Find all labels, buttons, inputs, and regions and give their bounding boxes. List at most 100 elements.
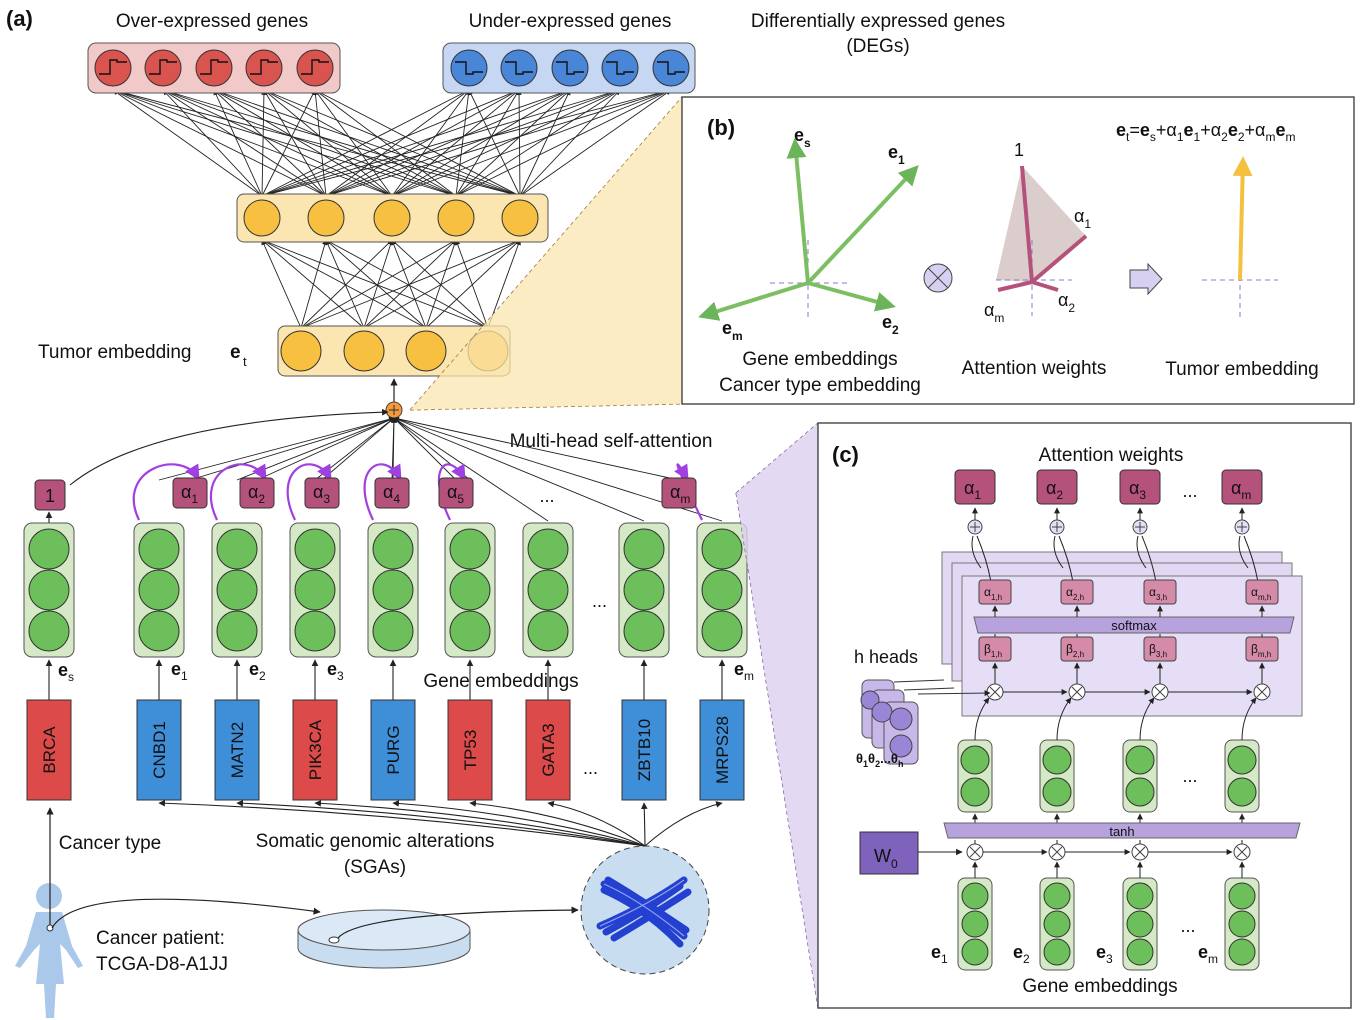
softmax-label: softmax [1111,618,1157,633]
alpha-head-box [1245,579,1279,605]
dense-edge [112,88,457,197]
sga-arrow [641,802,648,847]
expression-node [601,49,639,87]
hidden-node [1227,777,1257,807]
sga-arrow [469,800,646,847]
multiply-icon-b [1256,686,1268,698]
alpha-output-label: α1 [964,478,981,502]
embedding-node [294,610,336,652]
panel-c: (c) Attention weights softmax α1 α1,h β1,h… [817,422,1352,1009]
caption-tumor-embedding: Tumor embedding [1165,359,1318,380]
embedding-node [449,569,491,611]
over-expressed-nodes [94,49,334,87]
embedding-symbol-label: es [58,660,74,684]
caption-gene-embeddings: Gene embeddings [742,349,897,370]
dense-edge [455,89,672,197]
dense-edge [112,89,393,197]
expression-trace [99,59,127,75]
dense-edge [391,239,427,329]
dense-edge [391,89,470,197]
expression-node [195,49,233,87]
alpha-output-label: α2 [1046,478,1063,502]
hidden-to-mult-arrow [1139,697,1155,741]
head-to-sum-line [1058,535,1074,583]
es-label: es [794,125,811,150]
embedding-node [28,569,70,611]
alpha-ellipsis: ... [539,486,554,506]
sga-arrow [392,800,646,847]
alpha-box-label: α2 [248,482,265,506]
sga-arrows [158,799,723,847]
beta-head-label: β3,h [1149,642,1167,659]
embedding-node [701,610,743,652]
embedding-node [28,610,70,652]
embedding-columns: ... es e1 e2 e3 em [23,522,754,700]
attention-weights-title: Attention weights [1039,445,1184,466]
a1-label: α1 [1074,206,1091,231]
gene-embedding-node [1126,938,1154,966]
dense-edge [261,239,302,329]
gene-embedding-node [961,910,989,938]
dense-edge [487,239,521,329]
dense-edge [261,239,365,329]
tumor-node [343,330,385,372]
gene-symbol-label: em [1198,942,1218,966]
e2-label: e2 [882,312,899,337]
embedding-node [527,528,569,570]
es-vector [786,138,810,284]
expression-trace [250,59,278,75]
dense-edge [261,89,470,197]
alpha-head-label: α1,h [984,585,1002,602]
head-to-sum-line [1053,535,1064,569]
expression-trace [657,61,685,75]
hidden-layer-nodes [243,199,539,237]
dense-edge [391,89,672,197]
head-panel-front [961,575,1303,717]
tumor-embedding-sub: t [243,354,247,369]
embedding-node [701,528,743,570]
gene-box-tp53 [447,699,493,801]
hidden-to-mult-arrow [974,697,990,741]
panel-b-zoom-wedge [410,97,682,410]
embedding-node [449,528,491,570]
gene-embedding-node [1126,882,1154,910]
dense-edge [519,89,621,197]
patient-origin-dot [46,924,54,932]
sga-arrow [314,800,646,847]
embedding-ellipsis: ... [592,591,607,611]
gene-name-label: GATA3 [539,723,558,776]
w0-box [859,831,919,875]
dense-edge [325,239,365,329]
gene-name-label: MRPS28 [713,716,732,784]
head-to-sum-line [1243,535,1259,583]
gene-ellipsis: ... [583,758,598,778]
dense-edge [261,88,621,197]
gene-embedding-node [1043,882,1071,910]
alpha-output-box [1036,469,1078,505]
dense-edge [391,239,489,329]
chromosome-icon [580,845,710,975]
alpha-output-label: αm [1231,478,1251,502]
embedding-node [372,569,414,611]
gene-box-mrps28 [699,699,745,801]
gene-box-zbtb10 [621,699,667,801]
beta-head-label: β2,h [1066,642,1084,659]
cancer-weight-box [34,479,66,511]
hidden-node [373,199,411,237]
head-to-sum-line [1238,535,1249,569]
attention-line [256,417,395,481]
attention-weights-drawing [996,165,1088,316]
expression-trace [606,61,634,75]
alpha-output-box [1119,469,1161,505]
hidden-ellipsis-c: ... [1182,766,1197,786]
dense-edge [455,89,520,197]
dense-edge [391,89,621,197]
sga-arrow [158,799,646,847]
dense-edge [213,89,521,197]
under-expressed-nodes [450,49,690,87]
beta-head-label: β1,h [984,642,1002,659]
expression-node [245,49,283,87]
patient-to-sample-arrow [51,898,321,929]
embedding-node [527,610,569,652]
dense-edge [162,88,521,197]
